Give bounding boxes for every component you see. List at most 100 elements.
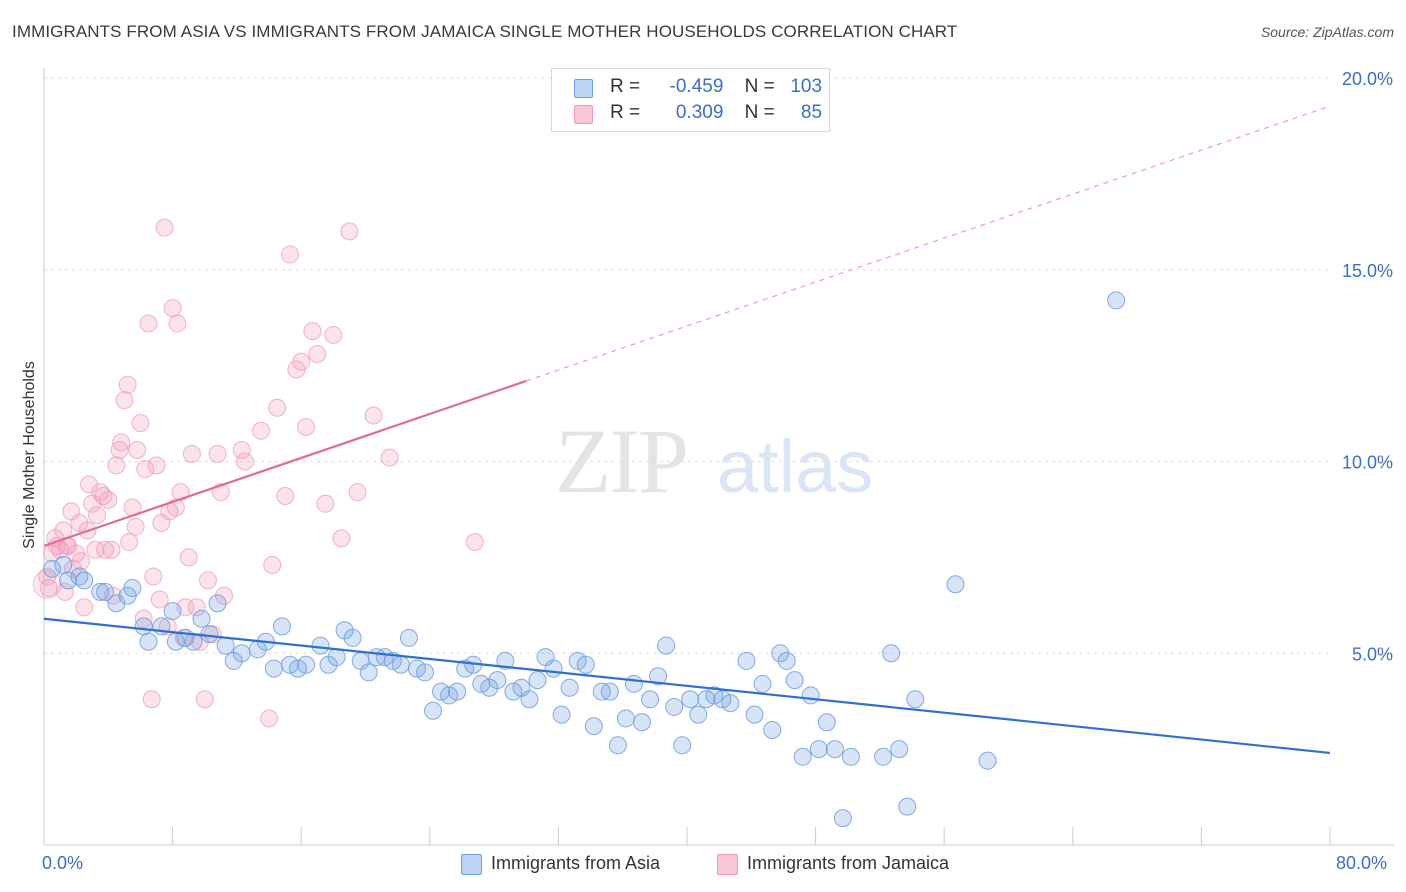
jamaica-point (297, 417, 316, 436)
jamaica-point (102, 540, 121, 559)
asia-point (415, 663, 434, 682)
asia-point (777, 651, 796, 670)
n-value-asia: 103 (790, 76, 823, 97)
jamaica-point (75, 598, 94, 617)
jamaica-point (71, 552, 90, 571)
jamaica-point (118, 375, 137, 394)
jamaica-point (99, 490, 118, 509)
asia-point (399, 628, 418, 647)
asia-point (448, 682, 467, 701)
trend-lines (43, 105, 1331, 755)
r-value-asia: -0.459 (669, 76, 724, 97)
watermark-atlas: atlas (717, 425, 873, 508)
asia-point (809, 740, 828, 759)
asia-point (134, 617, 153, 636)
asia-point (608, 736, 627, 755)
n-label: N = (744, 76, 775, 97)
asia-point (96, 582, 115, 601)
jamaica-point (96, 540, 115, 559)
stats-legend: R = -0.459 N = 103 R = 0.309 N = 85 (551, 68, 830, 132)
asia-point (391, 655, 410, 674)
asia-trend-line (43, 617, 1331, 755)
asia-point (1107, 291, 1126, 310)
asia-point (649, 667, 668, 686)
jamaica-trend-extension (526, 105, 1331, 382)
jamaica-point (128, 440, 147, 459)
asia-point (665, 697, 684, 716)
asia-point (721, 694, 740, 713)
jamaica-point (107, 456, 126, 475)
jamaica-point (110, 440, 129, 459)
asia-point (297, 655, 316, 674)
asia-point (890, 740, 909, 759)
asia-point (343, 628, 362, 647)
y-tick-labels: 5.0% 10.0% 15.0% 20.0% (1342, 69, 1393, 664)
jamaica-point (380, 448, 399, 467)
jamaica-point (364, 406, 383, 425)
jamaica-point (155, 218, 174, 237)
watermark: ZIP atlas (555, 410, 873, 512)
asia-point (737, 651, 756, 670)
x-tick-label-min: 0.0% (42, 853, 84, 873)
jamaica-point (150, 590, 169, 609)
asia-point (123, 579, 142, 598)
asia-point (898, 797, 917, 816)
jamaica-point (263, 556, 282, 575)
asia-point (689, 705, 708, 724)
jamaica-point (86, 540, 105, 559)
asia-point (600, 682, 619, 701)
jamaica-point (235, 452, 254, 471)
asia-point (91, 582, 110, 601)
asia-point (785, 671, 804, 690)
asia-point (560, 678, 579, 697)
jamaica-point (120, 533, 139, 552)
asia-point (488, 671, 507, 690)
asia-point (882, 644, 901, 663)
jamaica-point (88, 506, 107, 525)
asia-point (817, 713, 836, 732)
asia-point (59, 571, 78, 590)
n-value-jamaica: 85 (800, 102, 823, 123)
jamaica-point (139, 314, 158, 333)
jamaica-point (179, 548, 198, 567)
asia-point (763, 720, 782, 739)
jamaica-point (292, 352, 311, 371)
series-asia-points (43, 291, 1126, 828)
jamaica-point (168, 314, 187, 333)
asia-point (216, 636, 235, 655)
grid-lines (44, 77, 1330, 654)
jamaica-point (260, 709, 279, 728)
jamaica-point (308, 345, 327, 364)
asia-point (544, 659, 563, 678)
asia-point (833, 809, 852, 828)
jamaica-point (144, 567, 163, 586)
asia-point (43, 559, 62, 578)
jamaica-point (115, 391, 134, 410)
asia-point (232, 644, 251, 663)
asia-point (139, 632, 158, 651)
legend-asia-swatch (461, 854, 482, 875)
chart-title: IMMIGRANTS FROM ASIA VS IMMIGRANTS FROM … (12, 22, 958, 41)
jamaica-point (147, 456, 166, 475)
jamaica-point (316, 494, 335, 513)
asia-point (745, 705, 764, 724)
watermark-zip: ZIP (555, 410, 687, 512)
y-tick-label: 15.0% (1342, 261, 1393, 281)
r-label: R = (610, 76, 641, 97)
asia-point (208, 594, 227, 613)
asia-point (163, 602, 182, 621)
asia-point (75, 571, 94, 590)
jamaica-point (134, 609, 153, 628)
asia-point (520, 690, 539, 709)
asia-point (771, 644, 790, 663)
jamaica-point (232, 440, 251, 459)
asia-point (584, 717, 603, 736)
jamaica-point (332, 529, 351, 548)
asia-point (874, 747, 893, 766)
asia-point (552, 705, 571, 724)
asia-point (793, 747, 812, 766)
jamaica-trend-line (43, 379, 527, 547)
jamaica-point (171, 483, 190, 502)
asia-point (632, 713, 651, 732)
